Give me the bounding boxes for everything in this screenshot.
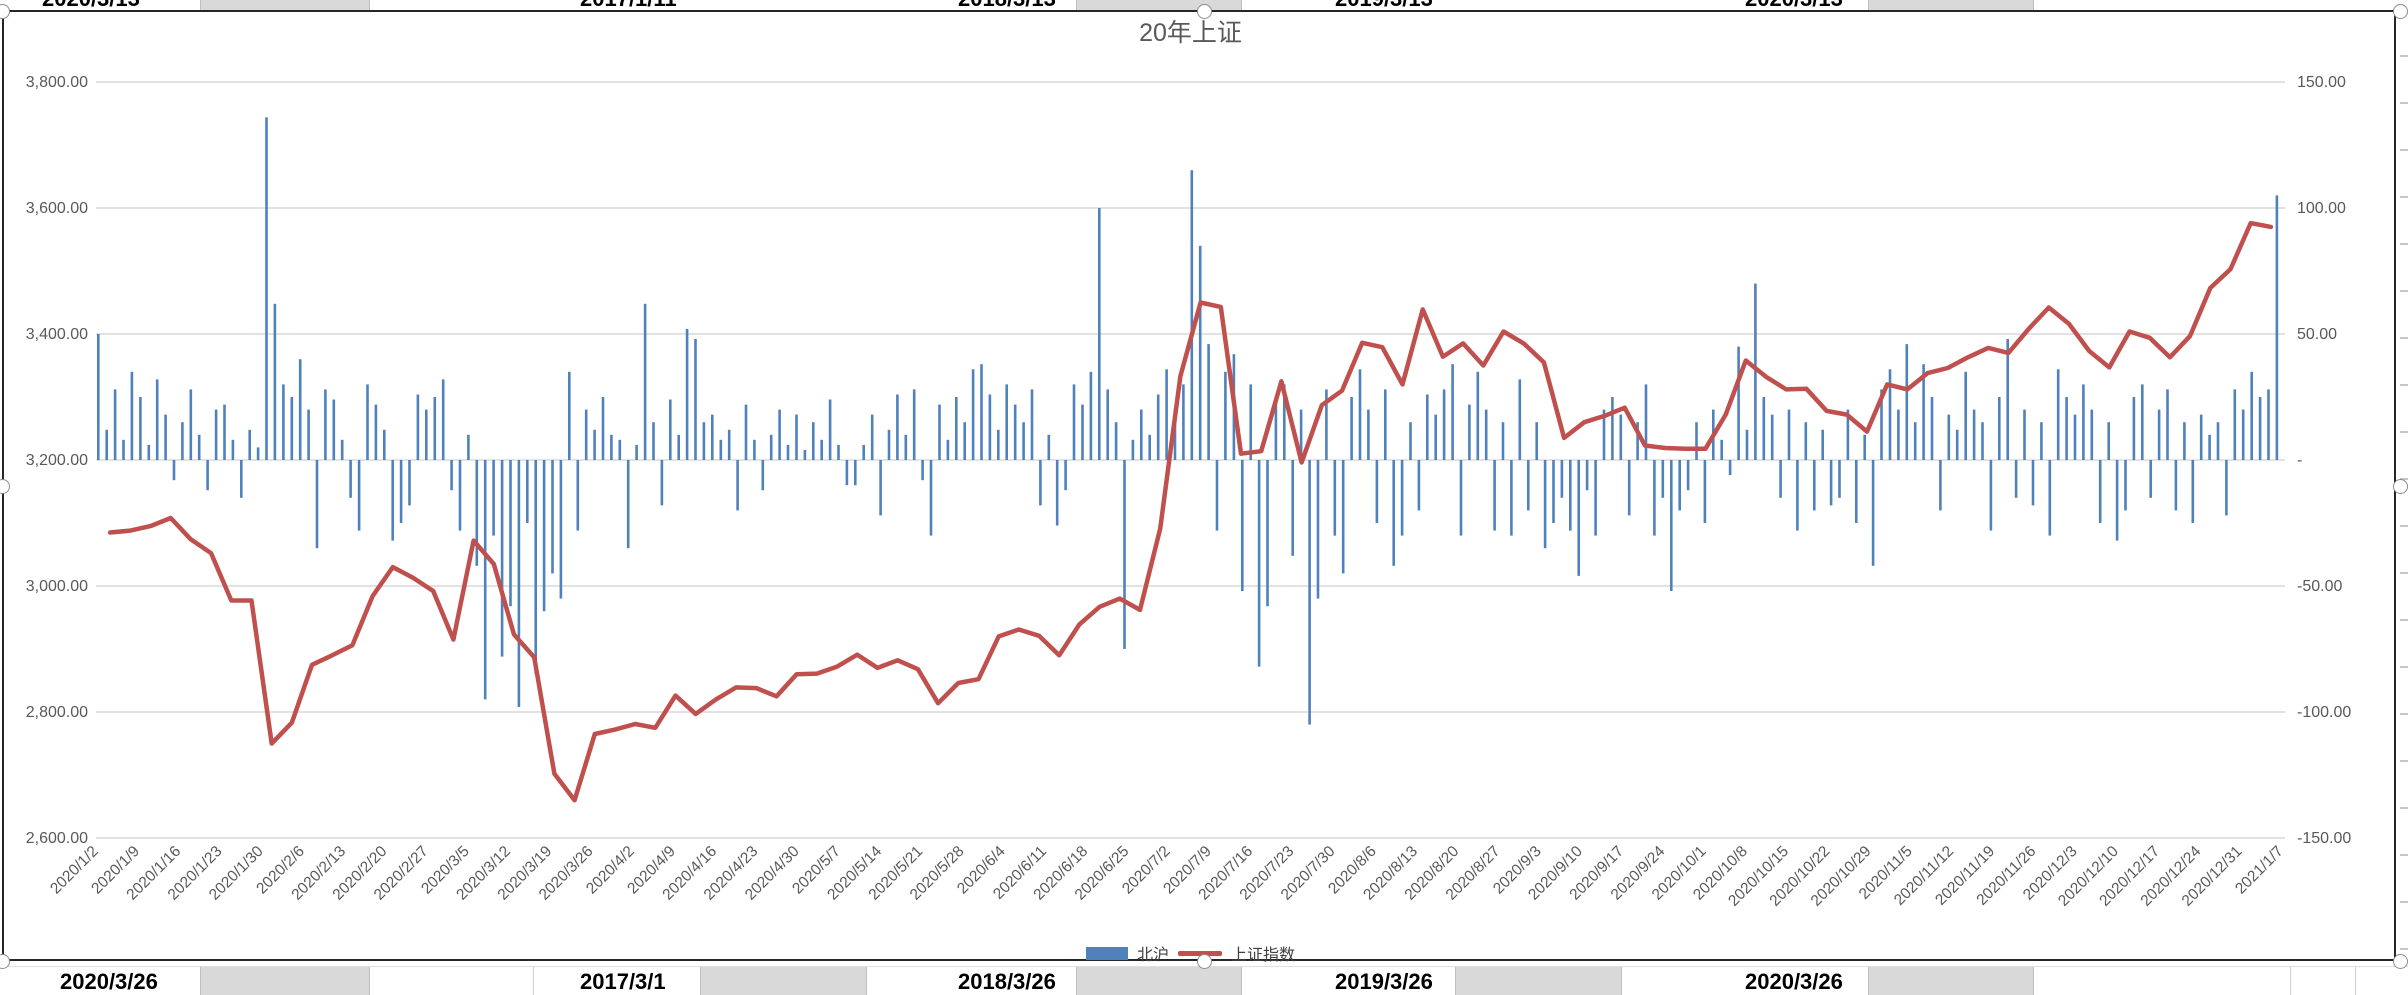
sheet-cell-shaded[interactable] <box>1455 967 1622 995</box>
svg-text:3,400.00: 3,400.00 <box>26 326 88 343</box>
svg-text:-150.00: -150.00 <box>2297 830 2351 847</box>
right-axis-labels: 150.00 100.00 50.00 - -50.00 -100.00 -150.00 <box>2297 74 2351 847</box>
sheet-cell-date[interactable]: 2018/3/13 <box>958 0 1056 10</box>
sheet-cell-date[interactable]: 2017/1/11 <box>580 0 677 10</box>
x-axis-labels: 2020/1/22020/1/92020/1/162020/1/232020/1… <box>47 843 2287 910</box>
svg-text:150.00: 150.00 <box>2297 74 2346 91</box>
svg-text:3,000.00: 3,000.00 <box>26 578 88 595</box>
sheet-cell-date[interactable]: 2017/3/1 <box>580 969 666 994</box>
svg-text:50.00: 50.00 <box>2297 326 2337 343</box>
sheet-cell-shaded[interactable] <box>1868 967 2034 995</box>
selection-handle[interactable] <box>1196 953 1212 969</box>
sheet-cell-date[interactable]: 2020/3/13 <box>1745 0 1843 10</box>
left-axis-labels: 3,800.00 3,600.00 3,400.00 3,200.00 3,000.00… <box>26 74 88 847</box>
selection-handle[interactable] <box>0 953 10 969</box>
sheet-cell-shaded[interactable] <box>1868 0 2034 10</box>
sheet-cell-date[interactable]: 2019/3/13 <box>1335 0 1433 10</box>
legend-bar-swatch <box>1085 946 1128 960</box>
sheet-cell-date[interactable]: 2018/3/26 <box>958 969 1056 994</box>
selection-handle[interactable] <box>2392 953 2408 969</box>
sheet-cell-shaded[interactable] <box>1076 0 1242 10</box>
sheet-cell-shaded[interactable] <box>1076 967 1242 995</box>
chart-title[interactable]: 20年上证 <box>1139 19 1242 47</box>
svg-text:2,800.00: 2,800.00 <box>26 704 88 721</box>
sheet-cell-shaded[interactable] <box>700 967 867 995</box>
sheet-cell-shaded[interactable] <box>200 0 370 10</box>
legend-label-line[interactable]: 上证指数 <box>1231 947 1296 964</box>
selection-handle[interactable] <box>1196 3 1212 19</box>
selection-handle[interactable] <box>2392 478 2408 494</box>
selection-handle[interactable] <box>0 478 10 494</box>
sheet-cell-date[interactable]: 2020/3/26 <box>1745 969 1843 994</box>
svg-text:3,200.00: 3,200.00 <box>26 452 88 469</box>
cell-border <box>2355 967 2356 995</box>
legend-line-swatch <box>1178 950 1222 956</box>
svg-text:100.00: 100.00 <box>2297 200 2346 217</box>
selection-handle[interactable] <box>2392 3 2408 19</box>
index-line <box>107 220 2274 803</box>
chart-legend[interactable]: 北沪 上证指数 <box>96 941 2285 965</box>
cell-border <box>533 967 534 995</box>
bars-series <box>97 117 2279 725</box>
sheet-cell-shaded[interactable] <box>200 967 370 995</box>
svg-text:-: - <box>2297 452 2302 469</box>
selection-handle[interactable] <box>0 3 10 19</box>
sheet-cell-date[interactable]: 2019/3/26 <box>1335 969 1433 994</box>
svg-text:3,600.00: 3,600.00 <box>26 200 88 217</box>
sheet-row-bottom: 2020/3/26 2017/3/1 2018/3/26 2019/3/26 2… <box>0 966 2408 995</box>
sheet-cell-date[interactable]: 2020/3/13 <box>42 0 140 10</box>
svg-text:-100.00: -100.00 <box>2297 704 2351 721</box>
svg-text:2,600.00: 2,600.00 <box>26 830 88 847</box>
legend-label-bar[interactable]: 北沪 <box>1136 947 1169 964</box>
svg-text:-50.00: -50.00 <box>2297 578 2342 595</box>
sheet-cell-date[interactable]: 2020/3/26 <box>60 969 158 994</box>
svg-text:3,800.00: 3,800.00 <box>26 74 88 91</box>
cell-border <box>2290 967 2291 995</box>
